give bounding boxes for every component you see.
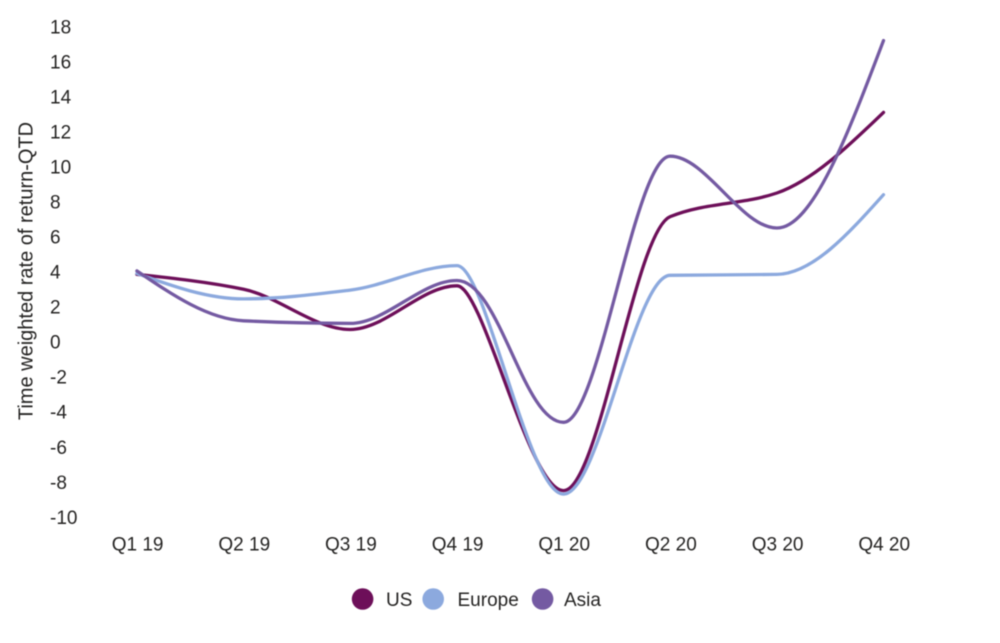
svg-text:12: 12 bbox=[50, 123, 71, 144]
svg-text:Q3 20: Q3 20 bbox=[752, 535, 804, 556]
svg-text:6: 6 bbox=[50, 228, 61, 249]
svg-text:10: 10 bbox=[50, 158, 71, 179]
svg-text:0: 0 bbox=[50, 333, 61, 354]
svg-text:8: 8 bbox=[50, 193, 61, 214]
svg-text:2: 2 bbox=[50, 298, 61, 319]
svg-text:Q3 19: Q3 19 bbox=[325, 535, 377, 556]
svg-text:Time weighted rate of return-Q: Time weighted rate of return-QTD bbox=[16, 122, 38, 420]
svg-text:Q4 20: Q4 20 bbox=[858, 535, 910, 556]
svg-text:16: 16 bbox=[50, 53, 71, 74]
svg-text:-10: -10 bbox=[50, 508, 77, 529]
svg-text:-4: -4 bbox=[50, 403, 67, 424]
svg-text:Q2 20: Q2 20 bbox=[645, 535, 697, 556]
svg-text:Q2 19: Q2 19 bbox=[218, 535, 270, 556]
svg-text:US: US bbox=[386, 590, 412, 611]
svg-text:Q1 19: Q1 19 bbox=[112, 535, 164, 556]
svg-text:-6: -6 bbox=[50, 438, 67, 459]
svg-text:14: 14 bbox=[50, 88, 72, 109]
svg-text:Q1 20: Q1 20 bbox=[538, 535, 590, 556]
svg-text:Europe: Europe bbox=[458, 590, 519, 611]
svg-text:4: 4 bbox=[50, 263, 61, 284]
svg-text:Asia: Asia bbox=[564, 590, 601, 611]
svg-text:Q4 19: Q4 19 bbox=[432, 535, 484, 556]
svg-text:18: 18 bbox=[50, 18, 71, 39]
svg-text:-2: -2 bbox=[50, 368, 67, 389]
svg-text:-8: -8 bbox=[50, 473, 67, 494]
